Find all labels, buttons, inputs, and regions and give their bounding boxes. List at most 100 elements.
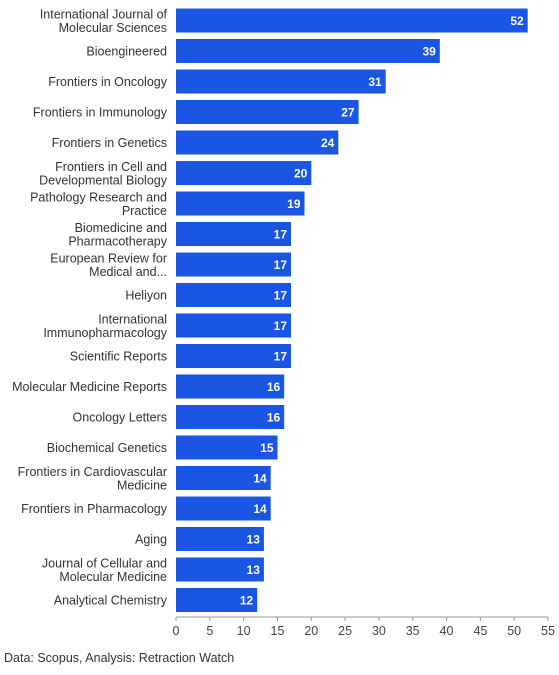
bar — [176, 222, 291, 246]
bar — [176, 344, 291, 368]
category-label-line: International — [98, 312, 167, 326]
category-label-line: Journal of Cellular and — [42, 556, 167, 570]
category-label: Biochemical Genetics — [47, 441, 167, 455]
source-note: Data: Scopus, Analysis: Retraction Watch — [4, 651, 235, 665]
bar — [176, 435, 278, 460]
category-label-line: Practice — [122, 204, 167, 218]
x-tick-label: 0 — [173, 624, 180, 638]
x-tick-label: 50 — [507, 624, 521, 638]
bar — [176, 100, 359, 124]
x-tick-label: 35 — [406, 624, 420, 638]
bar-value-label: 31 — [368, 75, 382, 89]
category-label-line: Scientific Reports — [70, 350, 167, 364]
category-label-line: Frontiers in Immunology — [33, 106, 168, 120]
category-label-line: Analytical Chemistry — [54, 594, 168, 608]
category-label-line: Developmental Biology — [39, 173, 168, 187]
category-label-line: Frontiers in Pharmacology — [21, 502, 168, 516]
bar — [176, 466, 271, 490]
bar-value-label: 16 — [267, 411, 281, 425]
bar — [176, 130, 339, 155]
bar — [176, 588, 258, 612]
category-label-line: Frontiers in Oncology — [48, 75, 168, 89]
x-axis: 0 5 10 15 20 25 30 35 40 45 50 55 — [173, 616, 555, 638]
x-tick-label: 45 — [473, 624, 487, 638]
category-label-line: Bioengineered — [86, 45, 167, 59]
x-tick-label: 20 — [304, 624, 318, 638]
category-label-line: Aging — [135, 533, 167, 547]
bar-value-label: 13 — [247, 563, 261, 577]
bar-value-label: 13 — [247, 533, 261, 547]
category-label-line: Heliyon — [125, 289, 167, 303]
bar-value-label: 15 — [260, 441, 274, 455]
category-label-line: Biomedicine and — [75, 221, 167, 235]
category-label: Oncology Letters — [73, 411, 168, 425]
bar — [176, 8, 528, 33]
bar-value-label: 16 — [267, 380, 281, 394]
bar — [176, 496, 271, 521]
category-label-line: Frontiers in Genetics — [52, 136, 167, 150]
category-label-line: Oncology Letters — [73, 411, 168, 425]
bar-value-label: 52 — [510, 14, 524, 28]
category-label-line: Molecular Sciences — [59, 21, 167, 35]
bar — [176, 283, 291, 307]
x-tick-label: 5 — [206, 624, 213, 638]
category-label-line: Biochemical Genetics — [47, 441, 167, 455]
bar-value-label: 17 — [274, 228, 288, 242]
category-label: Frontiers in Oncology — [48, 75, 168, 89]
bar-value-label: 14 — [253, 502, 267, 516]
bar — [176, 313, 291, 338]
category-label-line: Medicine — [117, 478, 167, 492]
bar-value-label: 12 — [240, 594, 254, 608]
category-label: Aging — [135, 533, 167, 547]
category-label-line: Pathology Research and — [30, 190, 167, 204]
category-label: Frontiers in Pharmacology — [21, 502, 168, 516]
category-label-line: International Journal of — [40, 7, 168, 21]
category-label: Frontiers in Immunology — [33, 106, 168, 120]
category-label: Heliyon — [125, 289, 167, 303]
bar-value-label: 19 — [287, 197, 301, 211]
bar — [176, 191, 305, 216]
bars-layer: 52 39 31 27 24 20 19 17 17 17 17 17 16 16 15 14 14 13 13 12 — [176, 8, 528, 612]
category-label-line: Frontiers in Cardiovascular — [18, 465, 167, 479]
category-label-line: Immunopharmacology — [43, 326, 167, 340]
bar-value-label: 17 — [274, 289, 288, 303]
category-label: Analytical Chemistry — [54, 594, 168, 608]
bar-value-label: 27 — [341, 106, 355, 120]
category-label-line: Frontiers in Cell and — [55, 160, 167, 174]
bar-value-label: 20 — [294, 167, 308, 181]
bar — [176, 69, 386, 94]
x-tick-label: 10 — [237, 624, 251, 638]
bar-value-label: 39 — [422, 45, 436, 59]
bar-value-label: 17 — [274, 258, 288, 272]
x-tick-label: 25 — [338, 624, 352, 638]
bar — [176, 557, 264, 582]
category-label: Scientific Reports — [70, 350, 167, 364]
category-label: Molecular Medicine Reports — [12, 380, 167, 394]
bar-value-label: 17 — [274, 319, 288, 333]
category-label: Bioengineered — [86, 45, 167, 59]
bar-value-label: 24 — [321, 136, 335, 150]
x-tick-label: 30 — [372, 624, 386, 638]
category-label-line: Molecular Medicine — [59, 570, 167, 584]
x-tick-label: 15 — [271, 624, 285, 638]
x-tick-label: 40 — [440, 624, 454, 638]
category-label-line: European Review for — [50, 251, 167, 265]
category-label-line: Pharmacotherapy — [68, 234, 167, 248]
bar — [176, 39, 440, 63]
category-label-line: Molecular Medicine Reports — [12, 380, 167, 394]
x-tick-label: 55 — [541, 624, 555, 638]
bar — [176, 374, 285, 399]
bar — [176, 161, 312, 185]
bar — [176, 252, 291, 277]
bar-value-label: 17 — [274, 350, 288, 364]
